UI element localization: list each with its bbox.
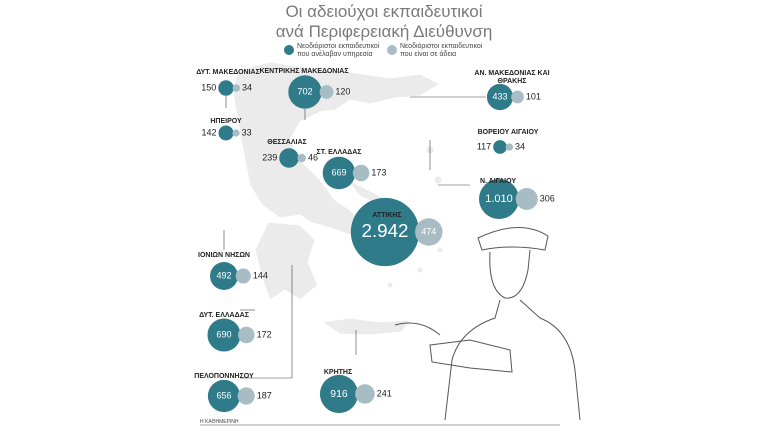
value-label-on-leave: 144 bbox=[253, 270, 268, 280]
value-label-on-leave: 474 bbox=[421, 226, 436, 236]
bubble-on-leave bbox=[319, 85, 334, 99]
value-label-appointed: 669 bbox=[331, 167, 346, 177]
crete bbox=[320, 317, 411, 336]
value-label-on-leave: 187 bbox=[257, 390, 272, 400]
bubble-on-leave bbox=[505, 143, 514, 151]
value-label-appointed: 239 bbox=[262, 152, 277, 162]
region-label: ΒΟΡΕΙΟΥ ΑΙΓΑΙΟΥ bbox=[477, 129, 539, 136]
bubble-on-leave bbox=[237, 387, 255, 405]
legend-label: Νεοδιόριστοι εκπαιδευτικοί που ανέλαβαν … bbox=[297, 43, 380, 58]
bubble-appointed bbox=[288, 75, 322, 109]
value-label-on-leave: 46 bbox=[308, 152, 318, 162]
value-label-on-leave: 172 bbox=[257, 329, 272, 339]
value-label-appointed: 492 bbox=[216, 270, 231, 280]
bubble-appointed bbox=[322, 156, 356, 190]
mainland bbox=[231, 61, 442, 236]
bubble-appointed bbox=[218, 125, 234, 141]
value-label-appointed: 656 bbox=[216, 390, 231, 400]
value-label-on-leave: 101 bbox=[526, 91, 541, 101]
region-label: ΚΕΝΤΡΙΚΗΣ ΜΑΚΕΔΟΝΙΑΣ bbox=[259, 68, 349, 75]
value-label-on-leave: 241 bbox=[377, 388, 392, 398]
island bbox=[386, 281, 394, 289]
value-label-appointed: 150 bbox=[201, 82, 216, 92]
region-label: ΗΠΕΙΡΟΥ bbox=[210, 118, 242, 125]
title: Οι αδειούχοι εκπαιδευτικοί bbox=[285, 2, 483, 21]
bubble-appointed bbox=[486, 83, 514, 111]
value-label-appointed: 916 bbox=[330, 389, 348, 400]
value-label-on-leave: 34 bbox=[242, 82, 252, 92]
island bbox=[436, 246, 444, 254]
bubble-on-leave bbox=[355, 384, 375, 404]
region-label: ΘΕΣΣΑΛΙΑΣ bbox=[267, 139, 307, 146]
bubble-on-leave bbox=[511, 90, 524, 104]
bubble-appointed bbox=[493, 140, 507, 154]
region-label: ΣΤ. ΕΛΛΑΔΑΣ bbox=[316, 149, 362, 156]
book bbox=[429, 339, 513, 373]
face bbox=[489, 249, 531, 299]
value-label-on-leave: 173 bbox=[371, 167, 386, 177]
value-label-on-leave: 33 bbox=[242, 127, 252, 137]
bubble-on-leave bbox=[415, 218, 443, 246]
bubble-on-leave bbox=[515, 187, 538, 211]
island bbox=[416, 266, 424, 274]
value-label-appointed: 117 bbox=[477, 141, 491, 151]
bubble-appointed bbox=[207, 318, 241, 352]
value-label-on-leave: 306 bbox=[540, 193, 555, 203]
bubble-on-leave bbox=[232, 84, 240, 92]
value-label-appointed: 142 bbox=[201, 127, 216, 137]
bubble-appointed bbox=[207, 379, 241, 413]
legend-swatch bbox=[387, 45, 397, 55]
bubble-appointed bbox=[350, 197, 420, 267]
body bbox=[444, 299, 581, 421]
illustration bbox=[394, 227, 581, 421]
region-label: Ν. ΑΙΓΑΙΟΥ bbox=[479, 178, 517, 185]
bubble-on-leave bbox=[238, 326, 255, 344]
value-label-on-leave: 34 bbox=[515, 141, 525, 151]
cap bbox=[477, 227, 549, 251]
region-label: ΔΥΤ. ΜΑΚΕΔΟΝΙΑΣ bbox=[196, 69, 260, 76]
legend-swatch bbox=[284, 45, 294, 55]
value-label-appointed: 702 bbox=[297, 86, 312, 96]
bubble-on-leave bbox=[352, 164, 370, 182]
bubble-on-leave bbox=[297, 153, 307, 163]
bubble-appointed bbox=[478, 178, 520, 220]
value-label-appointed: 1.010 bbox=[485, 193, 513, 205]
bubble-appointed bbox=[319, 374, 359, 414]
peloponnese bbox=[254, 221, 319, 301]
bubble-on-leave bbox=[235, 268, 251, 284]
region-label: ΠΕΛΟΠΟΝΝΗΣΟΥ bbox=[194, 373, 254, 380]
bubble-appointed bbox=[218, 80, 234, 96]
map bbox=[231, 61, 444, 336]
value-label-appointed: 433 bbox=[492, 91, 507, 101]
source: Η ΚΑΘΗΜΕΡΙΝΗ bbox=[200, 419, 239, 425]
region-label: ΙΟΝΙΩΝ ΝΗΣΩΝ bbox=[198, 252, 250, 259]
legend-label: Νεοδιόριστοι εκπαιδευτικοί που είναι σε … bbox=[400, 43, 483, 58]
leader-lines bbox=[200, 96, 560, 426]
island bbox=[433, 175, 443, 185]
value-label-appointed: 2.942 bbox=[362, 220, 409, 241]
region-label: ΚΡΗΤΗΣ bbox=[323, 369, 353, 376]
bubble-appointed bbox=[210, 262, 238, 290]
subtitle: ανά Περιφερειακή Διεύθυνση bbox=[275, 22, 493, 41]
bubble-appointed bbox=[279, 148, 299, 168]
region-label: ΑΤΤΙΚΗΣ bbox=[372, 212, 402, 219]
region-label: ΔΥΤ. ΕΛΛΑΔΑΣ bbox=[199, 312, 249, 319]
bubble-on-leave bbox=[232, 129, 240, 137]
region-label: ΑΝ. ΜΑΚΕΔΟΝΙΑΣ ΚΑΙ ΘΡΑΚΗΣ bbox=[474, 70, 550, 85]
value-label-on-leave: 120 bbox=[335, 86, 350, 96]
hand bbox=[394, 322, 441, 336]
value-label-appointed: 690 bbox=[216, 329, 231, 339]
